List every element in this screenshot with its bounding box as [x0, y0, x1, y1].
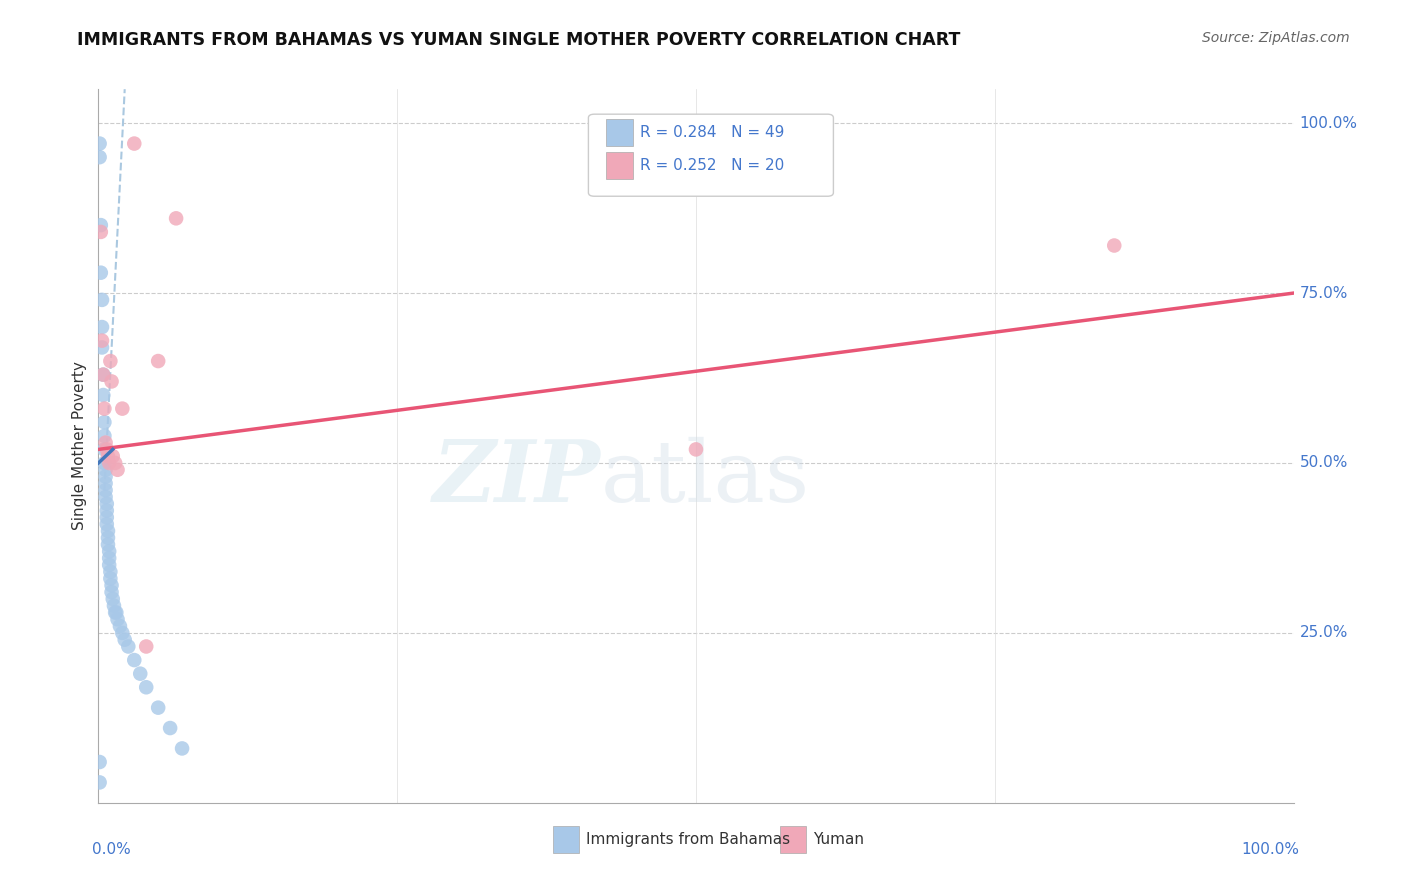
Point — [1104, 238, 1126, 252]
Point — [685, 442, 707, 457]
Point — [101, 449, 124, 463]
Point — [94, 476, 117, 491]
Text: R = 0.252   N = 20: R = 0.252 N = 20 — [640, 158, 785, 173]
Text: 25.0%: 25.0% — [1299, 625, 1348, 640]
Point — [100, 375, 122, 389]
Point — [159, 721, 181, 735]
Point — [100, 585, 122, 599]
Point — [107, 612, 129, 626]
Point — [94, 463, 117, 477]
Point — [93, 429, 115, 443]
Point — [90, 218, 112, 232]
Point — [98, 565, 122, 579]
Point — [107, 463, 129, 477]
Point — [148, 354, 170, 368]
Text: Immigrants from Bahamas: Immigrants from Bahamas — [586, 831, 790, 847]
Point — [91, 388, 114, 402]
Point — [111, 401, 134, 416]
FancyBboxPatch shape — [589, 114, 834, 196]
Point — [97, 524, 120, 538]
Point — [97, 537, 120, 551]
FancyBboxPatch shape — [606, 120, 633, 146]
Text: IMMIGRANTS FROM BAHAMAS VS YUMAN SINGLE MOTHER POVERTY CORRELATION CHART: IMMIGRANTS FROM BAHAMAS VS YUMAN SINGLE … — [77, 31, 960, 49]
Point — [124, 136, 146, 151]
Point — [101, 591, 124, 606]
Point — [98, 544, 121, 558]
Point — [96, 442, 118, 457]
Text: Yuman: Yuman — [813, 831, 865, 847]
Point — [91, 341, 114, 355]
Point — [111, 626, 134, 640]
Point — [172, 741, 194, 756]
Point — [100, 578, 122, 592]
Text: 100.0%: 100.0% — [1241, 842, 1299, 857]
Point — [91, 368, 114, 382]
Point — [94, 469, 117, 483]
Point — [114, 632, 136, 647]
Text: R = 0.284   N = 49: R = 0.284 N = 49 — [640, 125, 785, 140]
Point — [98, 551, 121, 566]
FancyBboxPatch shape — [606, 152, 633, 179]
Point — [124, 653, 146, 667]
Point — [98, 558, 121, 572]
Point — [90, 225, 112, 239]
Point — [103, 599, 125, 613]
Point — [135, 640, 157, 654]
Point — [90, 266, 112, 280]
Point — [94, 490, 117, 504]
FancyBboxPatch shape — [779, 826, 806, 853]
Point — [165, 211, 187, 226]
Point — [94, 483, 117, 498]
Point — [91, 293, 114, 307]
Point — [93, 415, 115, 429]
Point — [94, 435, 117, 450]
Point — [105, 606, 128, 620]
Text: atlas: atlas — [600, 436, 810, 520]
Point — [96, 517, 118, 532]
Y-axis label: Single Mother Poverty: Single Mother Poverty — [72, 361, 87, 531]
Point — [91, 334, 114, 348]
Point — [89, 755, 111, 769]
Point — [98, 354, 122, 368]
Point — [89, 775, 111, 789]
Point — [91, 368, 114, 382]
Point — [97, 531, 120, 545]
Text: 0.0%: 0.0% — [93, 842, 131, 857]
Point — [129, 666, 152, 681]
Point — [89, 136, 111, 151]
Point — [117, 640, 139, 654]
FancyBboxPatch shape — [553, 826, 579, 853]
Point — [96, 510, 118, 524]
Text: Source: ZipAtlas.com: Source: ZipAtlas.com — [1202, 31, 1350, 45]
Point — [97, 449, 120, 463]
Point — [93, 442, 115, 457]
Point — [148, 700, 170, 714]
Point — [89, 150, 111, 164]
Point — [108, 619, 131, 633]
Point — [96, 497, 118, 511]
Point — [93, 456, 115, 470]
Point — [98, 456, 121, 470]
Point — [91, 320, 114, 334]
Text: ZIP: ZIP — [433, 436, 600, 520]
Point — [104, 456, 127, 470]
Text: 75.0%: 75.0% — [1299, 285, 1348, 301]
Point — [96, 503, 118, 517]
Point — [135, 680, 157, 694]
Point — [98, 572, 122, 586]
Text: 50.0%: 50.0% — [1299, 456, 1348, 470]
Text: 100.0%: 100.0% — [1299, 116, 1358, 131]
Point — [93, 401, 115, 416]
Point — [104, 606, 127, 620]
